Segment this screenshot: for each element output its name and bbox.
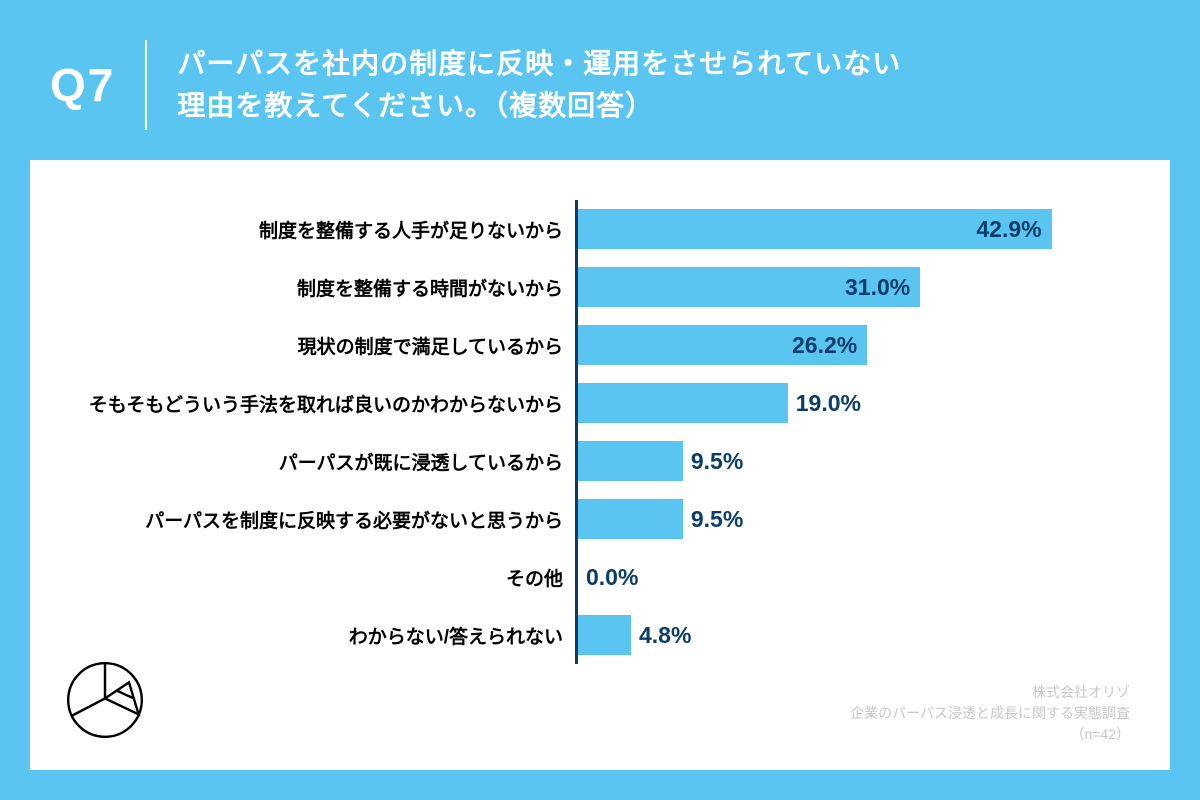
- question-header: Q7 パーパスを社内の制度に反映・運用をさせられていない 理由を教えてください。…: [0, 0, 1200, 160]
- bar-value: 9.5%: [691, 506, 743, 533]
- chart-row: そもそもどういう手法を取れば良いのかわからないから19.0%: [70, 374, 1130, 432]
- page-container: Q7 パーパスを社内の制度に反映・運用をさせられていない 理由を教えてください。…: [0, 0, 1200, 800]
- chart-row: 制度を整備する時間がないから 31.0%: [70, 258, 1130, 316]
- bar-value: 19.0%: [796, 390, 861, 417]
- question-text-line1: パーパスを社内の制度に反映・運用をさせられていない: [177, 48, 901, 79]
- chart-row: パーパスを制度に反映する必要がないと思うから9.5%: [70, 490, 1130, 548]
- company-logo: [65, 660, 145, 740]
- bar-track: 9.5%: [575, 490, 1130, 548]
- header-divider: [145, 40, 147, 130]
- bar-label: そもそもどういう手法を取れば良いのかわからないから: [70, 390, 575, 417]
- chart-row: わからない/答えられない4.8%: [70, 606, 1130, 664]
- bar: 4.8%: [578, 615, 631, 655]
- credit-sample: （n=42）: [850, 724, 1130, 745]
- bar-value: 31.0%: [845, 274, 910, 301]
- bar: 42.9%: [578, 209, 1052, 249]
- bar-label: わからない/答えられない: [70, 622, 575, 649]
- bar-value: 42.9%: [976, 216, 1041, 243]
- bar-label: パーパスを制度に反映する必要がないと思うから: [70, 506, 575, 533]
- bar-track: 42.9%: [575, 200, 1130, 258]
- bar: 9.5%: [578, 499, 683, 539]
- bar: 19.0%: [578, 383, 788, 423]
- bar-track: 4.8%: [575, 606, 1130, 664]
- bar-track: 9.5%: [575, 432, 1130, 490]
- bars-container: 制度を整備する人手が足りないから 42.9% 制度を整備する時間がないから 31.0%…: [70, 190, 1130, 664]
- chart-row: 制度を整備する人手が足りないから 42.9%: [70, 200, 1130, 258]
- bar-track: 19.0%: [575, 374, 1130, 432]
- credit-survey: 企業のパーパス浸透と成長に関する実態調査: [850, 703, 1130, 724]
- bar: 26.2%: [578, 325, 867, 365]
- chart-area: 制度を整備する人手が足りないから 42.9% 制度を整備する時間がないから 31.0%…: [30, 160, 1170, 770]
- bar-label: その他: [70, 564, 575, 591]
- credit-company: 株式会社オリゾ: [850, 682, 1130, 703]
- credit-block: 株式会社オリゾ 企業のパーパス浸透と成長に関する実態調査 （n=42）: [850, 682, 1130, 745]
- bar-track: 31.0%: [575, 258, 1130, 316]
- bar-value: 9.5%: [691, 448, 743, 475]
- bar-value: 0.0%: [586, 564, 638, 591]
- bar-track: 26.2%: [575, 316, 1130, 374]
- bar-track: 0.0%: [575, 548, 1130, 606]
- chart-row: パーパスが既に浸透しているから9.5%: [70, 432, 1130, 490]
- bar-label: 制度を整備する人手が足りないから: [70, 216, 575, 243]
- chart-row: 現状の制度で満足しているから 26.2%: [70, 316, 1130, 374]
- bar-value: 4.8%: [639, 622, 691, 649]
- bar-label: 現状の制度で満足しているから: [70, 332, 575, 359]
- question-number: Q7: [50, 58, 115, 112]
- bar: 31.0%: [578, 267, 920, 307]
- bar-value: 26.2%: [792, 332, 857, 359]
- logo-icon: [65, 660, 145, 740]
- question-text: パーパスを社内の制度に反映・運用をさせられていない 理由を教えてください。（複数…: [177, 43, 901, 127]
- bar-label: 制度を整備する時間がないから: [70, 274, 575, 301]
- question-text-line2: 理由を教えてください。（複数回答）: [177, 90, 654, 121]
- chart-row: その他 0.0%: [70, 548, 1130, 606]
- bar-label: パーパスが既に浸透しているから: [70, 448, 575, 475]
- bar: 9.5%: [578, 441, 683, 481]
